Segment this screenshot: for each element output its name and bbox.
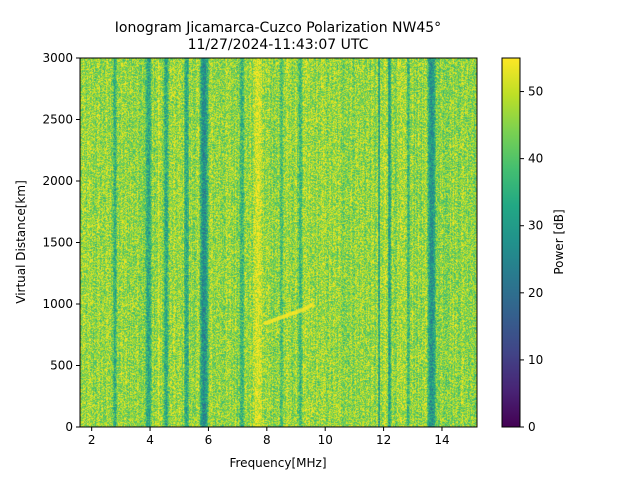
x-axis-label: Frequency[MHz] [229,456,326,470]
x-tick-label: 6 [205,433,213,447]
y-tick-label: 1500 [42,236,73,250]
colorbar-tick-label: 30 [528,219,543,233]
heatmap-raster [80,58,477,427]
chart-title-line2: 11/27/2024-11:43:07 UTC [188,37,369,53]
x-tick-label: 12 [376,433,391,447]
colorbar-tick-label: 10 [528,353,543,367]
y-tick-label: 0 [65,420,73,434]
chart-title-line1: Ionogram Jicamarca-Cuzco Polarization NW… [115,20,441,36]
y-tick-label: 2500 [42,113,73,127]
colorbar-axis: 0 10 20 30 40 50 [520,85,543,434]
colorbar-tick-label: 50 [528,85,543,99]
colorbar-label: Power [dB] [552,209,566,274]
y-tick-label: 3000 [42,51,73,65]
colorbar [501,57,521,428]
colorbar-tick-label: 0 [528,420,536,434]
x-tick-label: 4 [146,433,154,447]
x-tick-label: 2 [88,433,96,447]
colorbar-tick-label: 20 [528,286,543,300]
y-axis-label: Virtual Distance[km] [14,180,28,304]
colorbar-tick-label: 40 [528,152,543,166]
x-axis: 2 4 6 8 10 12 14 [88,427,450,447]
x-tick-label: 8 [263,433,271,447]
x-tick-label: 14 [434,433,449,447]
y-axis: 0 500 1000 1500 2000 2500 3000 [42,51,80,434]
y-tick-label: 2000 [42,174,73,188]
x-tick-label: 10 [318,433,333,447]
y-tick-label: 500 [50,359,73,373]
heatmap-raster-container [80,58,477,427]
y-tick-label: 1000 [42,297,73,311]
